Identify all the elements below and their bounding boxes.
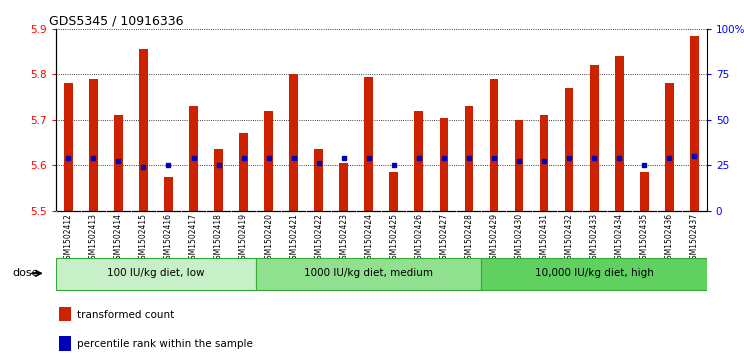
Text: 1000 IU/kg diet, medium: 1000 IU/kg diet, medium	[304, 268, 433, 278]
Text: GSM1502431: GSM1502431	[539, 213, 548, 264]
Bar	[490, 79, 498, 211]
Text: GSM1502435: GSM1502435	[640, 213, 649, 264]
Bar	[539, 115, 548, 211]
Text: GSM1502412: GSM1502412	[64, 213, 73, 264]
Text: GSM1502429: GSM1502429	[490, 213, 498, 264]
Bar	[139, 49, 148, 211]
Text: GSM1502427: GSM1502427	[440, 213, 449, 264]
Text: transformed count: transformed count	[77, 310, 174, 320]
Bar	[615, 56, 623, 211]
Text: GSM1502432: GSM1502432	[565, 213, 574, 264]
Text: dose: dose	[12, 268, 39, 278]
Text: GSM1502433: GSM1502433	[590, 213, 599, 264]
Bar	[164, 176, 173, 211]
Bar	[64, 83, 73, 211]
Bar	[289, 74, 298, 211]
Bar	[690, 36, 699, 211]
Text: GDS5345 / 10916336: GDS5345 / 10916336	[49, 15, 184, 28]
Bar	[59, 307, 71, 321]
Bar	[339, 163, 348, 211]
Text: GSM1502416: GSM1502416	[164, 213, 173, 264]
Bar	[89, 79, 97, 211]
Text: GSM1502413: GSM1502413	[89, 213, 98, 264]
Text: GSM1502422: GSM1502422	[314, 213, 323, 264]
Bar	[590, 65, 598, 211]
Text: GSM1502419: GSM1502419	[239, 213, 248, 264]
Bar	[565, 88, 574, 211]
Text: GSM1502418: GSM1502418	[214, 213, 223, 264]
Text: GSM1502437: GSM1502437	[690, 213, 699, 264]
Text: GSM1502430: GSM1502430	[515, 213, 524, 264]
Bar	[464, 106, 473, 211]
FancyBboxPatch shape	[256, 258, 481, 290]
Bar	[114, 115, 123, 211]
Bar	[665, 83, 673, 211]
Bar	[189, 106, 198, 211]
Text: GSM1502436: GSM1502436	[664, 213, 674, 264]
Text: percentile rank within the sample: percentile rank within the sample	[77, 339, 252, 349]
FancyBboxPatch shape	[56, 258, 256, 290]
Text: GSM1502414: GSM1502414	[114, 213, 123, 264]
Bar	[264, 111, 273, 211]
Bar	[515, 120, 523, 211]
Bar	[389, 172, 398, 211]
Bar	[314, 149, 323, 211]
Text: GSM1502428: GSM1502428	[464, 213, 473, 264]
FancyBboxPatch shape	[481, 258, 707, 290]
Text: GSM1502423: GSM1502423	[339, 213, 348, 264]
Text: GSM1502424: GSM1502424	[365, 213, 373, 264]
Text: GSM1502415: GSM1502415	[139, 213, 148, 264]
Bar	[440, 118, 449, 211]
Text: 10,000 IU/kg diet, high: 10,000 IU/kg diet, high	[535, 268, 653, 278]
Bar	[640, 172, 649, 211]
Bar	[414, 111, 423, 211]
Bar	[214, 149, 223, 211]
Text: GSM1502421: GSM1502421	[289, 213, 298, 264]
Text: GSM1502417: GSM1502417	[189, 213, 198, 264]
Text: 100 IU/kg diet, low: 100 IU/kg diet, low	[107, 268, 205, 278]
Text: GSM1502420: GSM1502420	[264, 213, 273, 264]
Bar	[240, 134, 248, 211]
Bar	[365, 77, 373, 211]
Text: GSM1502426: GSM1502426	[414, 213, 423, 264]
Text: GSM1502434: GSM1502434	[615, 213, 623, 264]
Bar	[59, 336, 71, 351]
Text: GSM1502425: GSM1502425	[389, 213, 398, 264]
